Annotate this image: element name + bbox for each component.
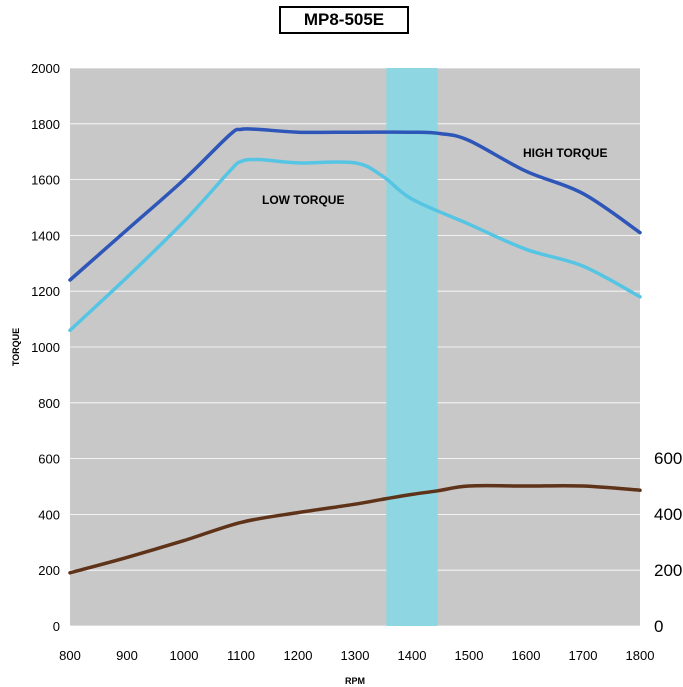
x-tick-label: 1700 — [569, 648, 598, 663]
y2-tick-label: 600 — [654, 449, 682, 468]
series-group — [68, 127, 642, 575]
highlight-band — [386, 68, 438, 626]
x-tick-label: 900 — [116, 648, 138, 663]
y-tick-labels: 0 200 400 600 800 1000 1200 1400 1600 1800 2000 — [31, 61, 60, 634]
x-axis-label: RPM — [345, 676, 365, 686]
grid-lines — [70, 67, 640, 627]
y-tick-label: 1400 — [31, 228, 60, 243]
y-tick-label: 200 — [38, 563, 60, 578]
x-tick-label: 1200 — [284, 648, 313, 663]
y-tick-label: 1000 — [31, 340, 60, 355]
y2-tick-label: 0 — [654, 617, 663, 636]
y2-tick-label: 400 — [654, 505, 682, 524]
y-tick-label: 400 — [38, 507, 60, 522]
x-tick-label: 1300 — [341, 648, 370, 663]
annotation-high-torque: HIGH TORQUE — [523, 146, 607, 160]
y-tick-label: 1600 — [31, 173, 60, 188]
chart-title: MP8-505E — [279, 6, 409, 34]
x-tick-label: 800 — [59, 648, 81, 663]
x-tick-label: 1400 — [398, 648, 427, 663]
y-tick-label: 1200 — [31, 284, 60, 299]
y-axis-label: TORQUE — [11, 328, 21, 366]
x-tick-labels: 800 900 1000 1100 1200 1300 1400 1500 1600 1700 18… — [59, 648, 654, 663]
y-tick-label: 1800 — [31, 117, 60, 132]
x-tick-label: 1100 — [227, 648, 255, 663]
y2-tick-label: 200 — [654, 561, 682, 580]
y-tick-label: 800 — [38, 396, 60, 411]
y-tick-label: 600 — [38, 452, 60, 467]
series-line-high-torque — [68, 127, 642, 282]
series-line-power — [68, 483, 642, 575]
series-line-low-torque — [68, 157, 642, 333]
y-tick-label: 2000 — [31, 61, 60, 76]
x-tick-label: 1800 — [626, 648, 655, 663]
x-tick-label: 1000 — [170, 648, 199, 663]
x-tick-label: 1600 — [512, 648, 541, 663]
annotation-low-torque: LOW TORQUE — [262, 193, 344, 207]
y2-tick-labels: 0 200 400 600 — [654, 449, 682, 636]
y-tick-label: 0 — [53, 619, 60, 634]
x-tick-label: 1500 — [455, 648, 484, 663]
